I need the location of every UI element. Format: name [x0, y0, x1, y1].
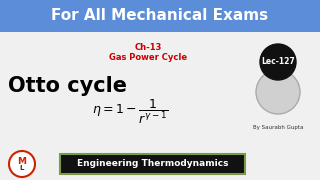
Circle shape [9, 151, 35, 177]
FancyBboxPatch shape [0, 0, 320, 32]
Text: By Saurabh Gupta: By Saurabh Gupta [253, 125, 303, 130]
Text: L: L [20, 165, 24, 171]
FancyBboxPatch shape [60, 154, 245, 174]
Text: Otto cycle: Otto cycle [8, 76, 127, 96]
Text: Gas Power Cycle: Gas Power Cycle [109, 53, 187, 62]
Text: M: M [18, 158, 27, 166]
Text: Ch-13: Ch-13 [134, 44, 162, 53]
Text: For All Mechanical Exams: For All Mechanical Exams [52, 8, 268, 24]
Text: Lec-127: Lec-127 [261, 57, 295, 66]
Circle shape [256, 70, 300, 114]
Text: Engineering Thermodynamics: Engineering Thermodynamics [77, 159, 229, 168]
Text: $\eta = 1 - \dfrac{1}{r^{\gamma-1}}$: $\eta = 1 - \dfrac{1}{r^{\gamma-1}}$ [92, 98, 168, 126]
Circle shape [260, 44, 296, 80]
